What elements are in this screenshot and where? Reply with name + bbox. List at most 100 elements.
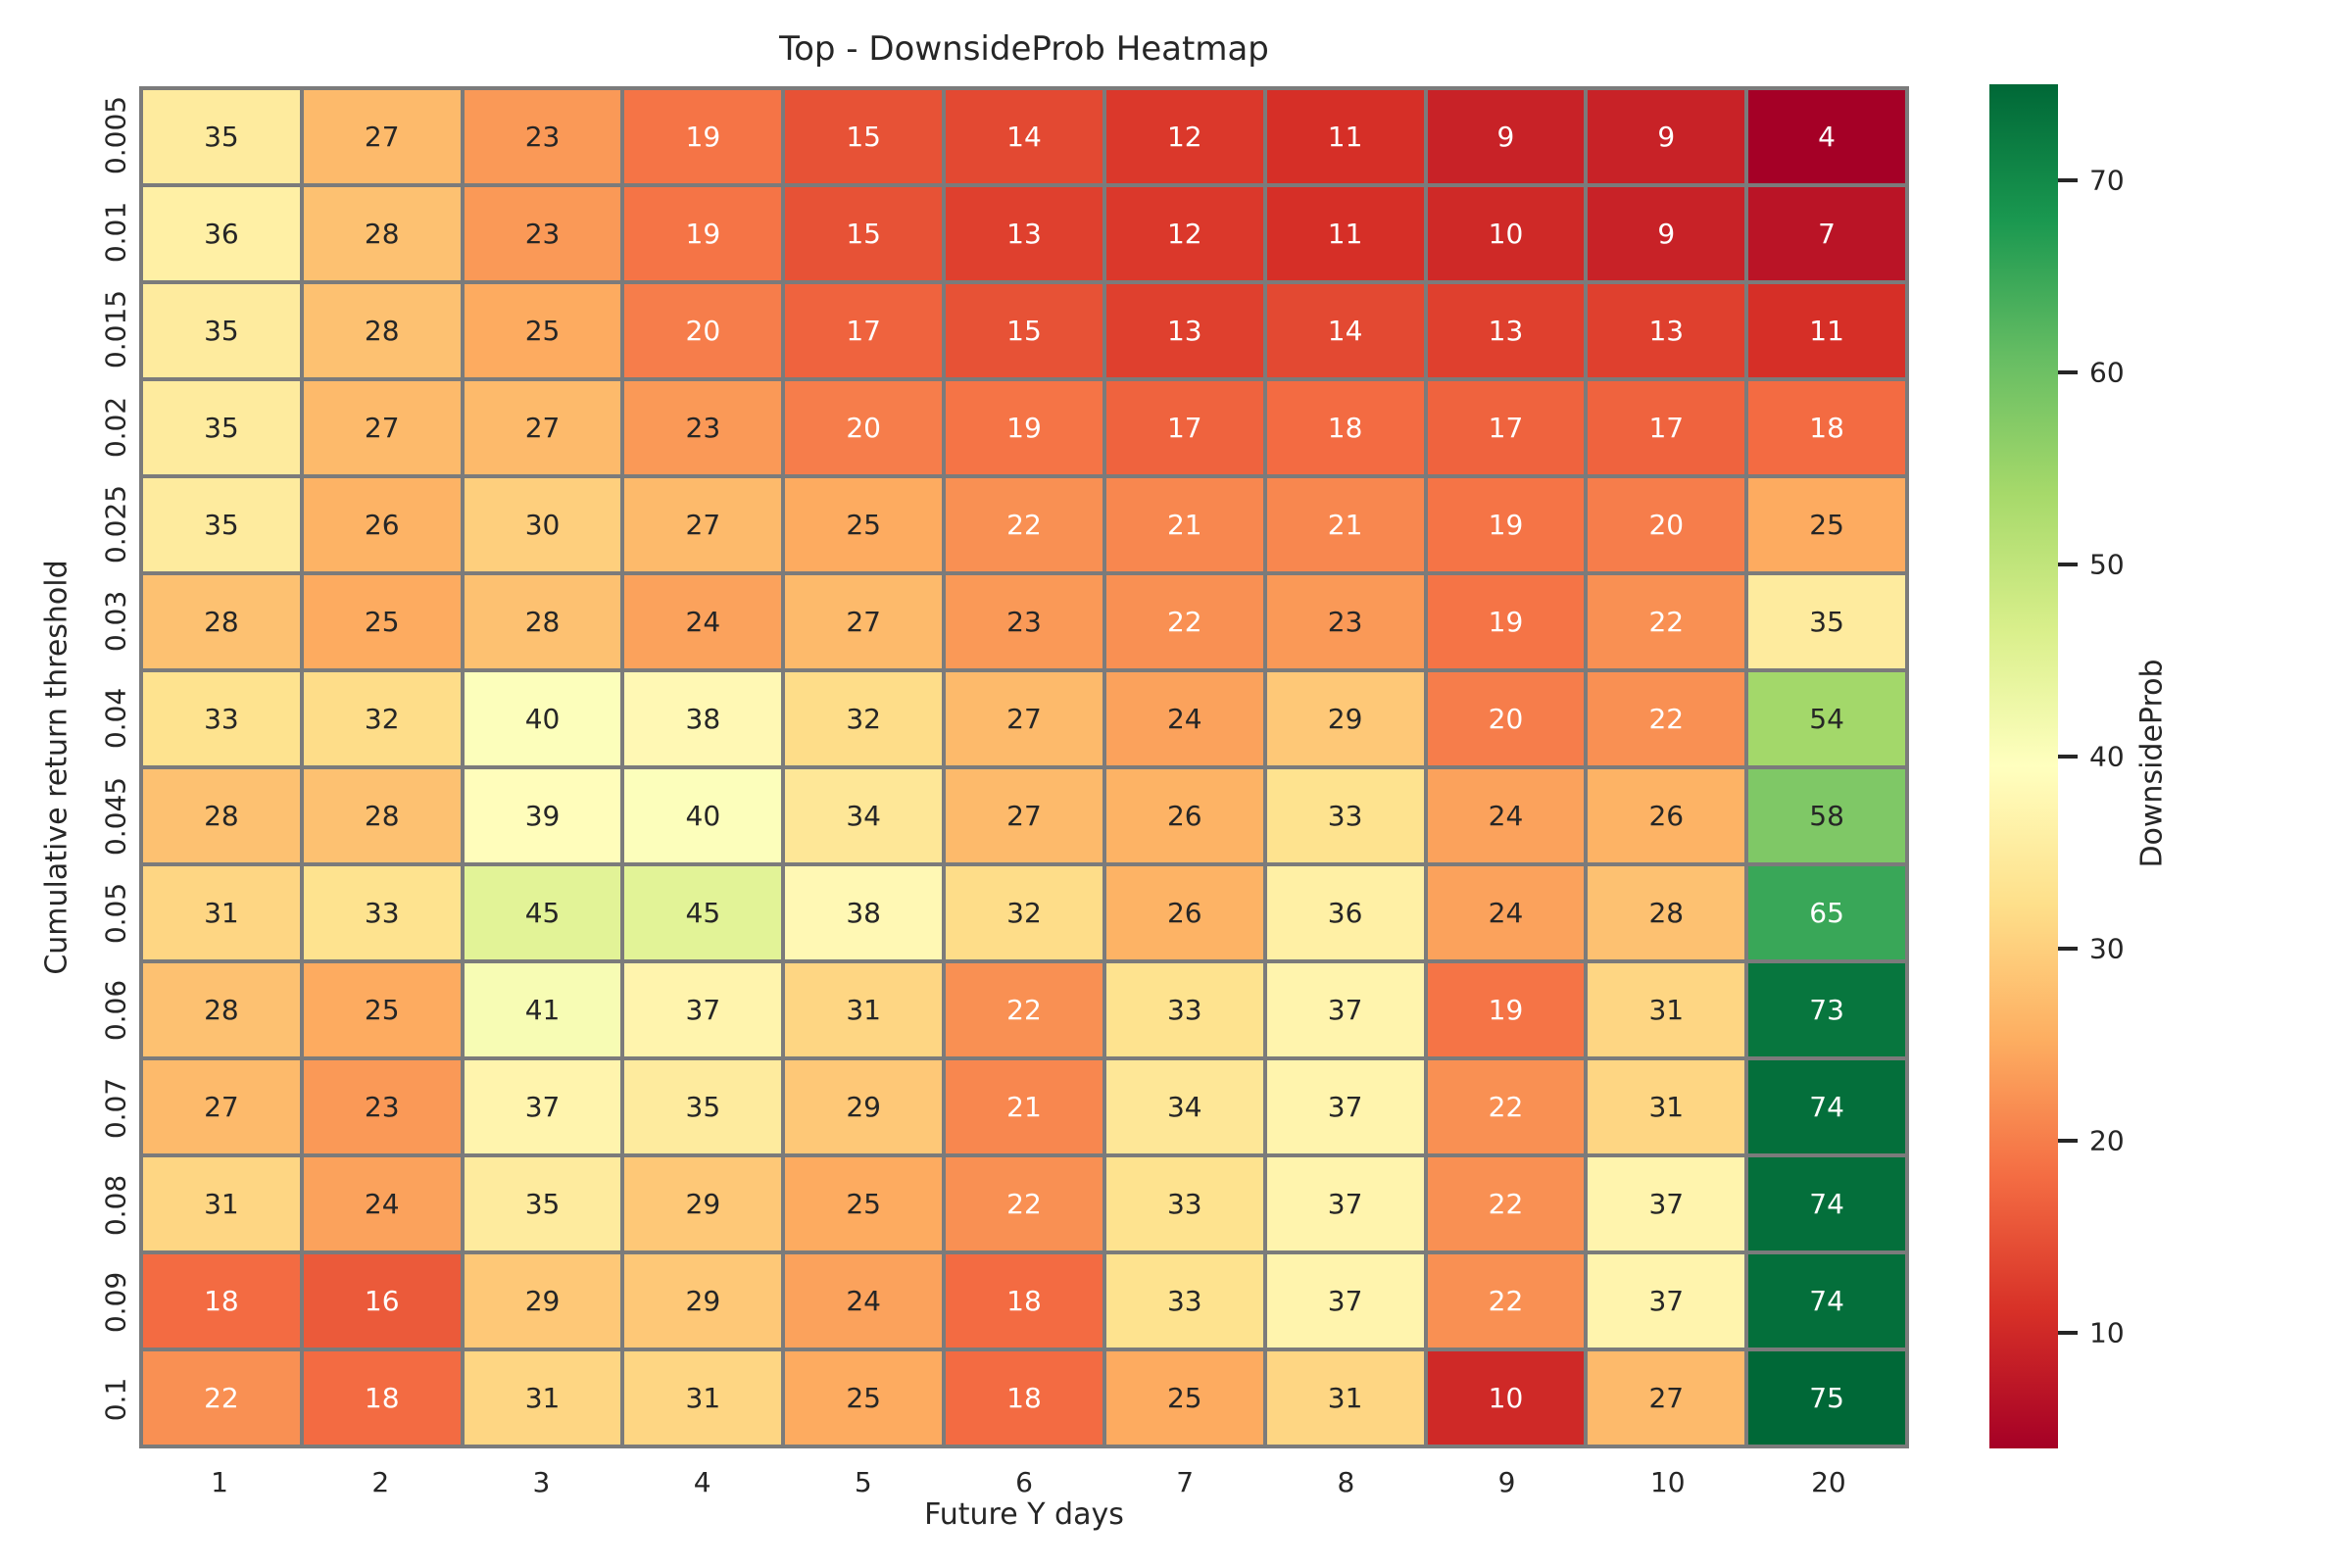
colorbar-label: DownsideProb — [2134, 659, 2170, 868]
heatmap-cell: 34 — [1105, 1060, 1263, 1153]
heatmap-cell: 22 — [1427, 1157, 1585, 1250]
heatmap-cell: 37 — [1266, 1157, 1424, 1250]
x-tick-label: 1 — [211, 1466, 228, 1498]
colorbar-tick-mark — [2058, 178, 2078, 183]
heatmap-cell: 10 — [1427, 1351, 1585, 1445]
heatmap-cell: 17 — [1588, 381, 1745, 474]
heatmap-cell: 22 — [946, 1157, 1102, 1250]
heatmap-cell: 9 — [1588, 187, 1745, 280]
heatmap-cell: 54 — [1748, 672, 1905, 765]
y-tick-label: 0.04 — [99, 688, 132, 750]
heatmap-cell: 27 — [785, 575, 943, 668]
heatmap-cell: 29 — [785, 1060, 943, 1153]
colorbar-tick-label: 60 — [2089, 356, 2125, 389]
heatmap-cell: 29 — [624, 1254, 782, 1348]
y-tick-label: 0.005 — [99, 95, 132, 174]
heatmap-cell: 23 — [946, 575, 1102, 668]
heatmap-cell: 31 — [1588, 963, 1745, 1056]
heatmap-cell: 37 — [464, 1060, 621, 1153]
heatmap-cell: 27 — [464, 381, 621, 474]
x-tick-label: 6 — [1015, 1466, 1033, 1498]
heatmap-cell: 4 — [1748, 90, 1905, 183]
heatmap-cell: 30 — [464, 478, 621, 571]
heatmap-cell: 13 — [1427, 284, 1585, 377]
heatmap-cell: 35 — [624, 1060, 782, 1153]
heatmap-cell: 40 — [464, 672, 621, 765]
heatmap-cell: 37 — [1266, 963, 1424, 1056]
heatmap-cell: 22 — [1427, 1060, 1585, 1153]
heatmap-cell: 19 — [946, 381, 1102, 474]
heatmap-cell: 24 — [303, 1157, 461, 1250]
x-tick-label: 9 — [1497, 1466, 1516, 1498]
heatmap-cell: 16 — [303, 1254, 461, 1348]
colorbar-tick-mark — [2058, 755, 2078, 760]
heatmap-cell: 28 — [303, 769, 461, 862]
heatmap-cell: 21 — [1105, 478, 1263, 571]
heatmap-cell: 29 — [1266, 672, 1424, 765]
heatmap-cell: 37 — [1588, 1254, 1745, 1348]
y-tick-label: 0.01 — [99, 201, 132, 264]
colorbar-tick-mark — [2058, 370, 2078, 375]
heatmap-cell: 38 — [785, 866, 943, 959]
heatmap-cell: 23 — [624, 381, 782, 474]
heatmap-cell: 28 — [464, 575, 621, 668]
heatmap-cell: 21 — [946, 1060, 1102, 1153]
heatmap-cell: 73 — [1748, 963, 1905, 1056]
heatmap-cell: 20 — [1588, 478, 1745, 571]
heatmap-cell: 35 — [143, 478, 300, 571]
heatmap-cell: 23 — [303, 1060, 461, 1153]
heatmap-cell: 27 — [946, 672, 1102, 765]
heatmap-cell: 28 — [143, 769, 300, 862]
heatmap-cell: 19 — [1427, 575, 1585, 668]
x-axis-label: Future Y days — [924, 1497, 1124, 1532]
heatmap-cell: 24 — [1427, 866, 1585, 959]
heatmap-cell: 27 — [946, 769, 1102, 862]
heatmap-cell: 25 — [1105, 1351, 1263, 1445]
heatmap-cell: 17 — [1105, 381, 1263, 474]
colorbar-tick-label: 40 — [2089, 740, 2125, 773]
colorbar-tick-mark — [2058, 947, 2078, 952]
heatmap-cell: 25 — [785, 1351, 943, 1445]
heatmap-cell: 25 — [785, 478, 943, 571]
y-tick-label: 0.02 — [99, 396, 132, 458]
heatmap-cell: 33 — [1266, 769, 1424, 862]
y-tick-label: 0.03 — [99, 590, 132, 653]
heatmap-cell: 20 — [785, 381, 943, 474]
heatmap-cell: 25 — [785, 1157, 943, 1250]
heatmap-cell: 11 — [1748, 284, 1905, 377]
heatmap-cell: 17 — [785, 284, 943, 377]
heatmap-cell: 25 — [303, 575, 461, 668]
heatmap-cell: 35 — [143, 381, 300, 474]
heatmap-cell: 11 — [1266, 187, 1424, 280]
heatmap-cell: 27 — [303, 381, 461, 474]
y-tick-label: 0.025 — [99, 484, 132, 564]
heatmap-cell: 26 — [1105, 769, 1263, 862]
chart-title: Top - DownsideProb Heatmap — [779, 29, 1269, 69]
heatmap-cell: 17 — [1427, 381, 1585, 474]
heatmap-cell: 27 — [1588, 1351, 1745, 1445]
heatmap-cell: 15 — [785, 187, 943, 280]
colorbar-tick-label: 50 — [2089, 548, 2125, 581]
heatmap-cell: 32 — [785, 672, 943, 765]
y-tick-label: 0.1 — [99, 1378, 132, 1422]
heatmap-cell: 40 — [624, 769, 782, 862]
colorbar-tick-mark — [2058, 1139, 2078, 1144]
heatmap-cell: 19 — [624, 187, 782, 280]
colorbar-tick-label: 30 — [2089, 932, 2125, 965]
heatmap-cell: 45 — [624, 866, 782, 959]
heatmap-cell: 34 — [785, 769, 943, 862]
heatmap-cell: 19 — [1427, 478, 1585, 571]
heatmap-cell: 15 — [785, 90, 943, 183]
x-tick-label: 3 — [532, 1466, 551, 1498]
heatmap-cell: 9 — [1427, 90, 1585, 183]
heatmap-cell: 28 — [1588, 866, 1745, 959]
heatmap-cell: 31 — [785, 963, 943, 1056]
heatmap-cell: 74 — [1748, 1060, 1905, 1153]
heatmap-cell: 29 — [624, 1157, 782, 1250]
heatmap-cell: 13 — [1105, 284, 1263, 377]
y-tick-label: 0.015 — [99, 290, 132, 369]
heatmap-cell: 45 — [464, 866, 621, 959]
heatmap-cell: 20 — [1427, 672, 1585, 765]
y-tick-label: 0.05 — [99, 882, 132, 945]
